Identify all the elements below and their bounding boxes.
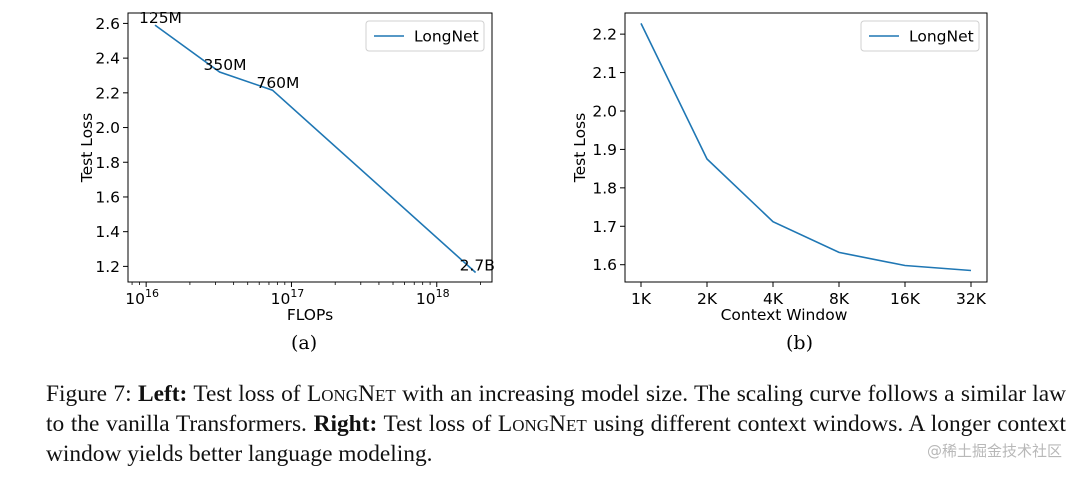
x-tick-label: 4K <box>763 290 784 308</box>
caption-left-text-2: with an increasing model size. The scali… <box>46 381 1066 437</box>
y-tick-label: 1.6 <box>95 188 120 206</box>
x-tick-base: 10 <box>416 290 436 308</box>
x-axis-label: Context Window <box>721 306 848 324</box>
y-tick-label: 1.9 <box>592 141 617 159</box>
x-tick-label: 1018 <box>416 287 450 308</box>
subfigure-label-b: (b) <box>786 332 813 354</box>
caption-right-text-2: using different context windows. A longe… <box>46 411 1066 467</box>
x-axis-label: FLOPs <box>287 306 333 324</box>
y-tick-label: 2.2 <box>592 26 617 44</box>
x-tick-label: 16K <box>890 290 921 308</box>
caption-left-text-1: Test loss of <box>193 381 301 407</box>
caption-right-text-1: Test loss of <box>383 411 492 437</box>
y-tick-label: 2.0 <box>95 119 120 137</box>
y-tick-label: 1.2 <box>95 258 120 276</box>
x-tick-exponent: 16 <box>145 287 159 300</box>
y-axis-label: Test Loss <box>78 113 96 183</box>
x-tick-label: 2K <box>697 290 718 308</box>
legend-box <box>860 20 980 52</box>
y-tick-label: 2.4 <box>95 50 120 68</box>
y-tick-label: 1.7 <box>592 218 617 236</box>
x-tick-base: 10 <box>125 290 145 308</box>
legend-entry-label: LongNet <box>414 28 479 46</box>
y-tick-label: 1.8 <box>592 179 617 197</box>
figure-caption: Figure 7: Left: Test loss of LONGNET wit… <box>46 380 1066 469</box>
point-annotation: 125M <box>139 9 182 27</box>
point-annotation: 760M <box>256 74 299 92</box>
y-tick-label: 1.6 <box>592 256 617 274</box>
plot-frame <box>127 12 493 283</box>
legend-entry-label: LongNet <box>909 28 974 46</box>
subfigure-label-a: (a) <box>291 332 318 354</box>
caption-right-label: Right: <box>313 411 378 437</box>
x-tick-exponent: 17 <box>290 287 304 300</box>
caption-left-label: Left: <box>138 381 188 407</box>
x-tick-label: 1K <box>631 290 652 308</box>
caption-model-name-1: LONGNET <box>306 381 396 407</box>
x-tick-base: 10 <box>271 290 291 308</box>
x-tick-label: 1017 <box>271 287 305 308</box>
y-tick-label: 2.6 <box>95 15 120 33</box>
y-tick-label: 1.4 <box>95 223 120 241</box>
y-axis-label: Test Loss <box>571 113 589 183</box>
point-annotation: 2.7B <box>460 256 495 274</box>
plot-frame <box>624 12 988 283</box>
caption-model-name-2: LONGNET <box>497 411 587 437</box>
caption-figure-label: Figure 7: <box>46 381 132 407</box>
legend-box <box>365 20 485 52</box>
x-tick-label: 8K <box>829 290 850 308</box>
y-tick-label: 2.2 <box>95 84 120 102</box>
chart-right-context-window: 1.6 1.7 1.8 1.9 2.0 2.1 2.2 1K 2K 4K 8K 16K 32K Conte… <box>571 12 988 324</box>
watermark: @稀土掘金技术社区 <box>926 442 1062 460</box>
y-tick-label: 2.0 <box>592 102 617 120</box>
x-tick-label: 1016 <box>125 287 159 308</box>
series-line-longnet <box>154 24 477 274</box>
x-tick-label: 32K <box>956 290 987 308</box>
x-tick-exponent: 18 <box>436 287 450 300</box>
y-tick-label: 2.1 <box>592 64 617 82</box>
series-line-longnet <box>640 23 972 272</box>
point-annotation: 350M <box>204 56 247 74</box>
y-tick-label: 1.8 <box>95 154 120 172</box>
